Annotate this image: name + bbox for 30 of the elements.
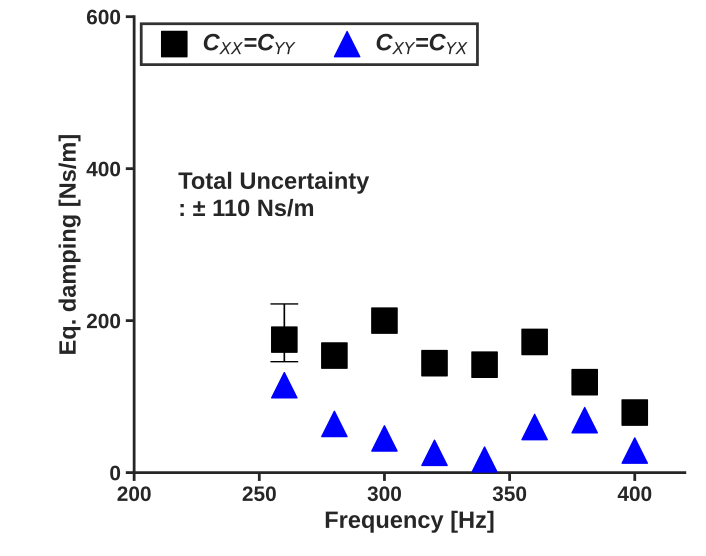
legend-label: C$_{XY}$=C$_{YX}$	[376, 34, 468, 54]
point	[421, 440, 448, 466]
x-axis-title: Frequency [Hz]	[326, 510, 494, 533]
annotation: Total Uncertainty : ± 110 Ns/m	[178, 172, 370, 216]
point	[371, 425, 398, 452]
y-tick-label: 0	[110, 466, 120, 480]
x-tick-label: 350	[492, 486, 526, 502]
x-tick-label: 250	[242, 486, 276, 502]
point	[321, 342, 348, 369]
y-tick-label: 400	[86, 162, 120, 176]
point	[571, 406, 598, 434]
point	[471, 446, 498, 473]
point	[471, 351, 498, 378]
point	[521, 328, 548, 356]
point	[621, 399, 648, 426]
y-tick-label: 200	[86, 314, 120, 328]
point	[571, 368, 598, 396]
point	[621, 437, 648, 464]
x-tick-label: 400	[618, 486, 652, 502]
x-tick-label: 300	[368, 486, 401, 502]
y-tick-label: 600	[86, 10, 120, 24]
point	[371, 307, 398, 334]
point	[271, 372, 298, 399]
legend-label: C$_{XX}$=C$_{YY}$	[204, 34, 296, 54]
y-axis-title: Eq. damping [Ns/m]	[58, 135, 81, 354]
x-tick-label: 200	[117, 486, 151, 502]
point	[521, 414, 548, 440]
point	[321, 410, 348, 438]
point	[421, 350, 448, 376]
point	[271, 326, 298, 353]
